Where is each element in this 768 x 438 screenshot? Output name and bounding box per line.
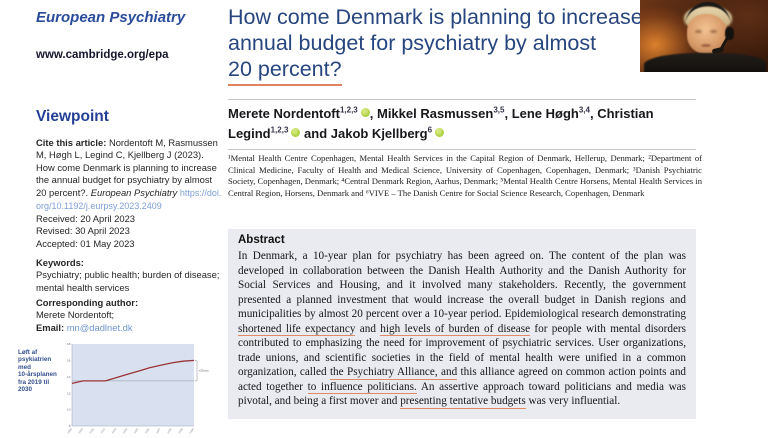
budget-chart: Løft af psykiatrien med 10-årsplanen fra… [16, 340, 220, 438]
divider-bottom [228, 149, 696, 150]
journal-url-link[interactable]: www.cambridge.org/epa [36, 49, 169, 61]
svg-text:2022: 2022 [100, 427, 107, 434]
author-name: Merete Nordentoft1,2,3 [228, 106, 370, 121]
presenter-eye [710, 30, 717, 33]
svg-text:10: 10 [67, 408, 71, 412]
headset-earcup-icon [725, 27, 734, 40]
corresponding-author-block: Corresponding author: Merete Nordentoft;… [36, 297, 224, 334]
abstract-underlined-phrase: to influence politicians. [307, 380, 417, 394]
abstract-underlined-phrase: presenting tentative budgets [400, 395, 526, 409]
keywords-label: Keywords: [36, 257, 84, 268]
svg-text:2029: 2029 [177, 427, 184, 434]
abstract-box: Abstract In Denmark, a 10-year plan for … [228, 229, 696, 419]
chart-side-label-line: Løft af [18, 349, 38, 356]
presenter-mouth [701, 44, 711, 47]
article-title: How come Denmark is planning to increase… [228, 4, 698, 86]
corresponding-author-name: Merete Nordentoft; [36, 309, 115, 321]
orcid-icon[interactable] [360, 108, 370, 117]
abstract-heading: Abstract [238, 234, 285, 246]
keywords-text: Psychiatry; public health; burden of dis… [36, 269, 220, 293]
citation-journal-name: European Psychiatry [90, 186, 178, 198]
orcid-icon[interactable] [291, 128, 301, 138]
abstract-segment: and [355, 322, 381, 335]
citation-label: Cite this article: [36, 137, 107, 148]
orcid-icon[interactable] [435, 128, 445, 138]
chart-side-label-line: psykiatrien med [18, 356, 52, 371]
svg-text:+20 pct.: +20 pct. [199, 369, 210, 373]
article-title-line: annual budget for psychiatry by almost [228, 31, 597, 55]
journal-title: European Psychiatry [36, 9, 186, 26]
svg-text:16: 16 [67, 359, 71, 363]
budget-chart-svg: 8 10 12 14 16 18 2019 2020 2021 2022 2023 2024 2025 2… [66, 342, 210, 434]
citation-block: Cite this article: Nordentoft M, Rasmuss… [36, 137, 224, 212]
dates-block: Received: 20 April 2023 Revised: 30 Apri… [36, 213, 224, 250]
abstract-underlined-phrase: the Psychiatry Alliance, and [329, 366, 458, 380]
svg-text:2026: 2026 [144, 427, 151, 434]
svg-text:2025: 2025 [133, 427, 140, 434]
abstract-segment: An assertive approach toward politicians… [238, 380, 686, 408]
email-label: Email: [36, 321, 67, 333]
svg-text:18: 18 [67, 342, 71, 346]
accepted-date: Accepted: 01 May 2023 [36, 237, 135, 249]
chart-side-label-line: 10-årsplanen [18, 371, 57, 379]
abstract-segment: this alliance agreed on common action po… [238, 366, 687, 393]
svg-text:2020: 2020 [77, 427, 84, 434]
article-title-line: 20 percent? [228, 56, 342, 86]
abstract-underlined-phrase: shortened life expectancy [238, 322, 356, 336]
headset-band-icon [685, 2, 731, 26]
doi-link[interactable]: https://doi.org/10.1192/j.eurpsy.2023.24… [36, 187, 222, 211]
received-date: Received: 20 April 2023 [36, 213, 136, 224]
svg-text:2028: 2028 [166, 427, 173, 434]
abstract-segment: for people with mental disorders contrib… [238, 322, 686, 379]
article-title-line: How come Denmark is planning to increase [228, 5, 643, 29]
affiliations: ¹Mental Health Centre Copenhagen, Mental… [228, 153, 702, 198]
email-link[interactable]: mn@dadlnet.dk [66, 321, 133, 333]
presenter-eye [695, 30, 702, 33]
divider-top [228, 99, 696, 100]
author-name: Jakob Kjellberg6 [331, 126, 445, 141]
webcam-overlay [640, 0, 768, 72]
svg-text:2027: 2027 [155, 427, 162, 434]
abstract-text: In Denmark, a 10-year plan for psychiatr… [238, 249, 686, 409]
svg-text:2023: 2023 [111, 427, 118, 434]
svg-text:2030: 2030 [188, 427, 195, 434]
author-name: Lene Høgh3,4 [511, 105, 590, 121]
chart-side-label: Løft af psykiatrien med 10-årsplanen fra… [18, 349, 62, 394]
revised-date: Revised: 30 April 2023 [36, 225, 130, 237]
svg-text:8: 8 [69, 424, 71, 428]
chart-side-label-line: fra 2019 til 2030 [18, 378, 50, 394]
author-name: Christian Legind1,2,3 [228, 106, 654, 142]
abstract-segment: was very influential. [525, 395, 621, 407]
presenter-shirt [644, 53, 766, 72]
abstract-segment: In Denmark, a 10-year plan for psychiatr… [238, 250, 686, 320]
corresponding-author-label: Corresponding author: [36, 297, 139, 308]
svg-text:2024: 2024 [122, 427, 129, 434]
svg-text:12: 12 [67, 391, 71, 395]
abstract-underlined-phrase: high levels of burden of disease [380, 322, 531, 336]
section-heading: Viewpoint [36, 108, 109, 125]
author-list: Merete Nordentoft1,2,3, Mikkel Rasmussen… [228, 105, 654, 142]
keywords-block: Keywords: Psychiatry; public health; bur… [36, 257, 224, 294]
author-name: Mikkel Rasmussen3,5 [376, 105, 505, 121]
svg-text:2021: 2021 [88, 427, 95, 434]
svg-text:14: 14 [67, 375, 71, 379]
citation-text: Nordentoft M, Rasmussen M, Høgh L, Legin… [36, 137, 218, 198]
svg-text:2019: 2019 [66, 427, 73, 434]
